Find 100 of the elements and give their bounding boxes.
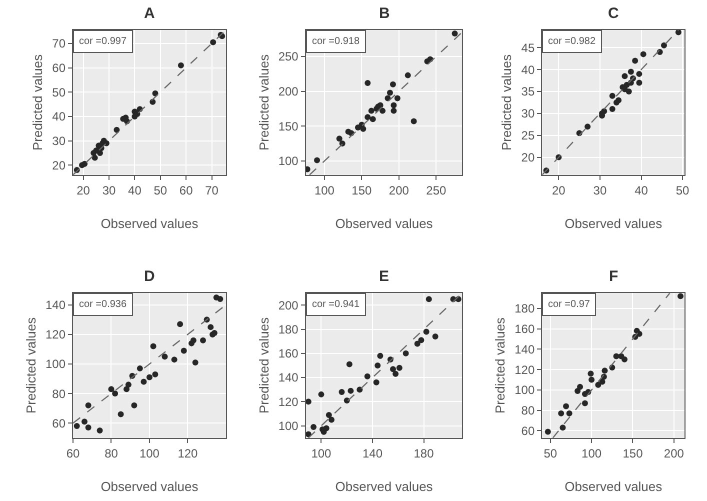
x-tick-label: 70 bbox=[205, 183, 219, 198]
x-axis-title: Observed values bbox=[335, 478, 434, 494]
point bbox=[632, 58, 638, 64]
point bbox=[402, 350, 409, 356]
x-tick-label: 20 bbox=[76, 183, 90, 198]
point bbox=[190, 337, 196, 344]
point bbox=[404, 72, 411, 78]
point bbox=[628, 68, 634, 75]
x-axis-title: Observed values bbox=[100, 478, 199, 494]
point bbox=[306, 166, 310, 172]
point bbox=[392, 370, 399, 377]
y-tick-label: 35 bbox=[521, 84, 535, 99]
point bbox=[328, 416, 334, 423]
point bbox=[346, 361, 352, 368]
point bbox=[118, 411, 124, 418]
point bbox=[326, 412, 332, 418]
point bbox=[636, 330, 642, 337]
point bbox=[356, 386, 363, 393]
x-tick-label: 200 bbox=[664, 446, 684, 460]
point bbox=[560, 424, 566, 431]
point bbox=[432, 334, 438, 340]
y-tick-label: 120 bbox=[514, 362, 535, 377]
y-tick-label: 80 bbox=[521, 404, 535, 418]
point bbox=[97, 150, 104, 156]
annotation: cor =0.941 bbox=[312, 299, 360, 310]
point bbox=[374, 362, 381, 368]
point bbox=[636, 70, 642, 77]
point bbox=[390, 108, 397, 114]
y-tick-label: 50 bbox=[52, 85, 66, 100]
y-tick-label: 20 bbox=[521, 150, 535, 164]
chart-title: E bbox=[379, 268, 390, 285]
point bbox=[108, 386, 114, 392]
point bbox=[386, 90, 393, 96]
annotation: cor =0.997 bbox=[79, 36, 127, 47]
x-tick-label: 20 bbox=[552, 183, 566, 198]
point bbox=[96, 427, 103, 434]
y-tick-label: 60 bbox=[52, 416, 66, 430]
x-axis-title: Observed values bbox=[564, 478, 663, 494]
point bbox=[336, 136, 342, 142]
y-tick-label: 60 bbox=[521, 424, 535, 438]
point bbox=[360, 126, 366, 132]
annotation: cor =0.918 bbox=[312, 36, 360, 47]
point bbox=[85, 402, 92, 408]
y-axis-title: Predicted values bbox=[499, 54, 514, 151]
point bbox=[609, 106, 616, 112]
point bbox=[558, 410, 564, 416]
point bbox=[306, 398, 312, 405]
point bbox=[348, 388, 354, 394]
y-tick-label: 120 bbox=[278, 394, 299, 409]
annotation: cor =0.982 bbox=[548, 36, 596, 47]
point bbox=[602, 368, 608, 374]
point bbox=[314, 157, 320, 164]
point bbox=[131, 402, 138, 408]
x-tick-label: 120 bbox=[178, 446, 198, 460]
point bbox=[390, 81, 396, 88]
y-tick-label: 250 bbox=[278, 50, 299, 64]
x-tick-label: 80 bbox=[104, 446, 118, 460]
y-tick-label: 100 bbox=[278, 419, 299, 434]
x-tick-label: 40 bbox=[128, 183, 142, 198]
x-tick-label: 100 bbox=[139, 446, 160, 460]
x-tick-label: 50 bbox=[544, 446, 558, 460]
point bbox=[582, 400, 588, 406]
x-tick-label: 30 bbox=[102, 183, 116, 198]
x-axis-title: Observed values bbox=[335, 216, 434, 231]
point bbox=[390, 102, 397, 108]
chart-title: F bbox=[609, 268, 618, 285]
point bbox=[162, 354, 168, 360]
y-tick-label: 70 bbox=[52, 36, 66, 51]
x-tick-label: 100 bbox=[314, 183, 335, 198]
x-tick-label: 50 bbox=[676, 183, 690, 198]
point bbox=[74, 423, 80, 430]
point bbox=[588, 376, 595, 383]
point bbox=[136, 365, 143, 372]
point bbox=[112, 390, 118, 397]
point bbox=[595, 382, 602, 388]
point bbox=[364, 114, 371, 120]
y-tick-label: 150 bbox=[278, 119, 299, 134]
point bbox=[599, 378, 606, 385]
y-tick-label: 120 bbox=[45, 328, 66, 342]
y-tick-label: 30 bbox=[521, 106, 535, 121]
point bbox=[85, 424, 92, 431]
point bbox=[125, 382, 132, 388]
point bbox=[396, 364, 402, 371]
x-tick-label: 100 bbox=[582, 446, 602, 460]
point bbox=[626, 88, 632, 94]
annotation: cor =0.936 bbox=[79, 299, 127, 310]
y-axis-title: Predicted values bbox=[23, 316, 38, 414]
x-tick-label: 150 bbox=[622, 446, 644, 460]
x-tick-label: 100 bbox=[311, 446, 332, 460]
point bbox=[423, 328, 430, 335]
y-tick-label: 80 bbox=[52, 386, 66, 401]
y-tick-label: 180 bbox=[514, 302, 535, 316]
y-tick-label: 40 bbox=[521, 62, 535, 77]
point bbox=[338, 389, 345, 396]
point bbox=[577, 384, 584, 390]
point bbox=[152, 371, 158, 378]
point bbox=[180, 348, 187, 354]
annotation: cor =0.97 bbox=[548, 299, 590, 310]
point bbox=[377, 352, 384, 359]
point bbox=[82, 160, 88, 167]
